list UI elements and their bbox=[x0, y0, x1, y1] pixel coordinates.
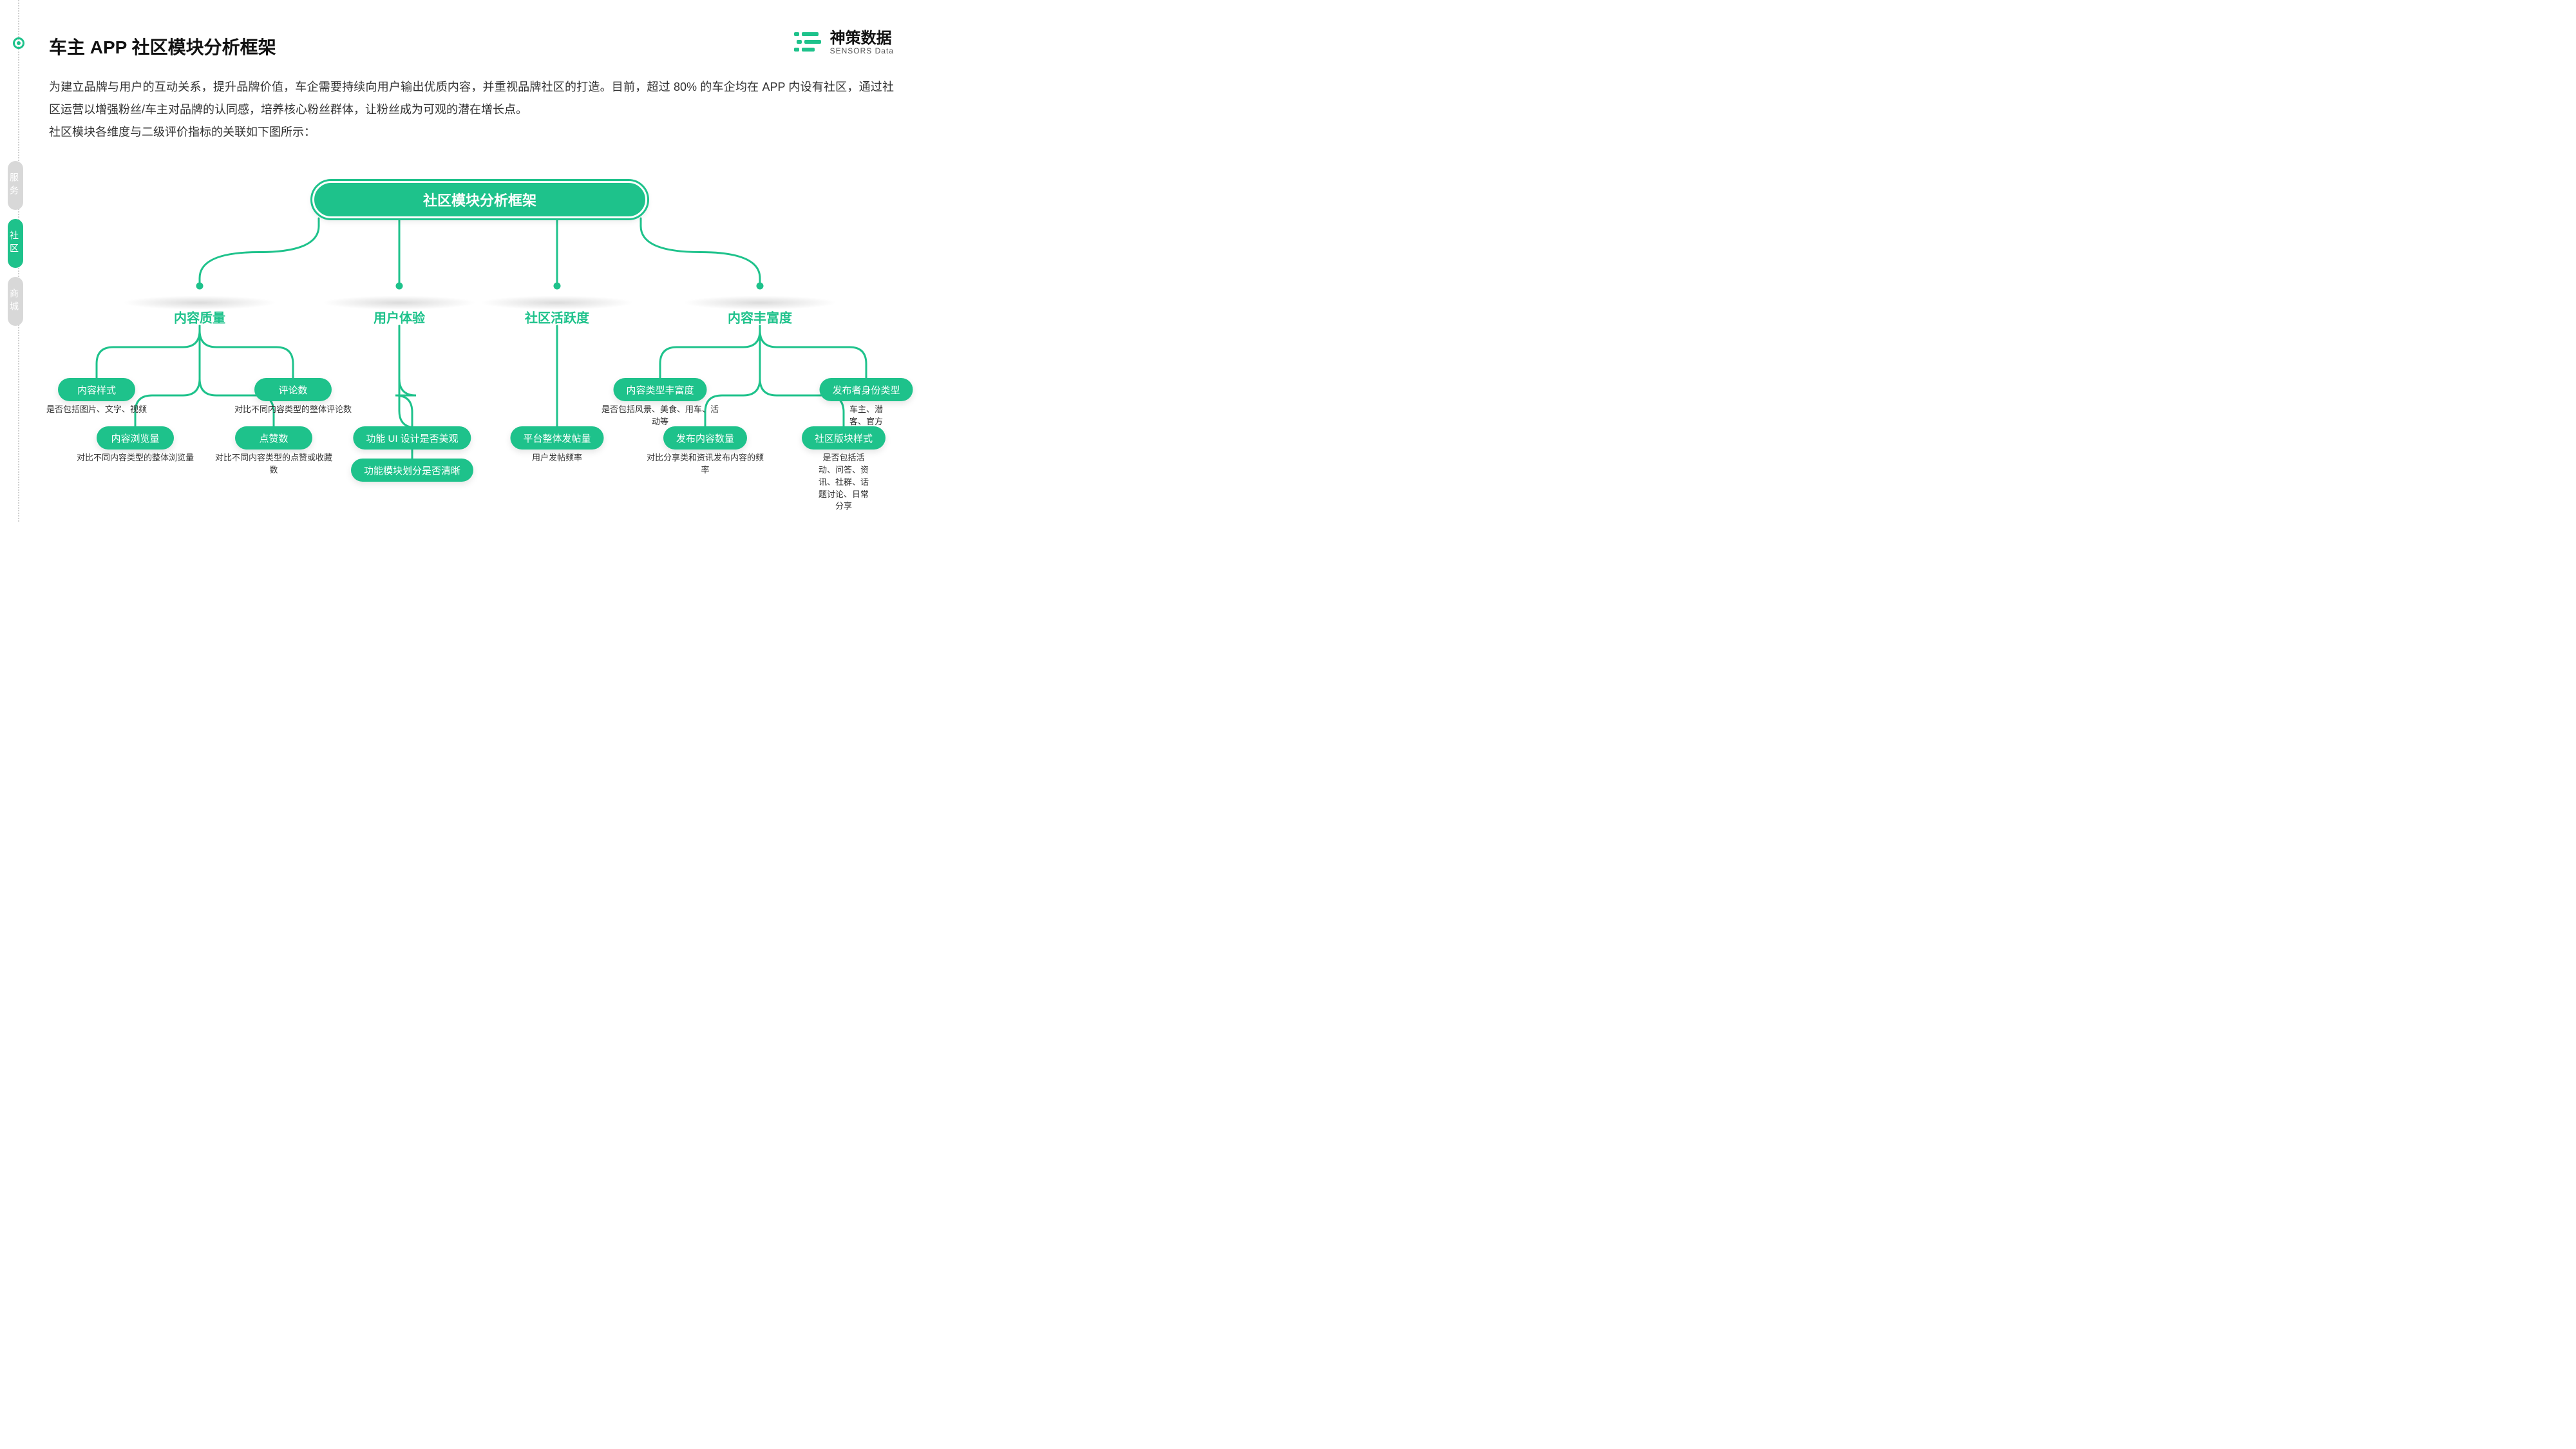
connector-dot bbox=[396, 283, 403, 290]
title-bullet-icon bbox=[13, 37, 24, 49]
leaf-desc: 用户发帖频率 bbox=[532, 452, 582, 464]
category-ux: 用户体验 bbox=[348, 308, 451, 327]
leaf-node: 评论数 bbox=[254, 378, 332, 401]
side-tabs: 服务 社区 商城 bbox=[8, 161, 23, 326]
leaf-desc: 是否包括活动、问答、资讯、社群、话题讨论、日常分享 bbox=[815, 452, 873, 513]
connector-dot bbox=[554, 283, 561, 290]
connector-dot bbox=[757, 283, 764, 290]
tree-diagram: 社区模块分析框架内容质量 用户体验 社区活跃度 内容丰富度内容样式是否包括图片、文字、… bbox=[39, 167, 902, 509]
leaf-desc: 对比不同内容类型的整体评论数 bbox=[234, 404, 352, 416]
category-richness: 内容丰富度 bbox=[702, 308, 818, 327]
leaf-node: 功能模块划分是否清晰 bbox=[351, 459, 473, 482]
intro-line-1: 为建立品牌与用户的互动关系，提升品牌价值，车企需要持续向用户输出优质内容，并重视… bbox=[49, 80, 894, 116]
leaf-node: 平台整体发帖量 bbox=[510, 426, 603, 450]
side-tab-community[interactable]: 社区 bbox=[8, 219, 23, 268]
intro-line-2: 社区模块各维度与二级评价指标的关联如下图所示： bbox=[49, 126, 316, 138]
brand-logo: 神策数据 SENSORS Data bbox=[794, 31, 894, 55]
leaf-node: 内容类型丰富度 bbox=[613, 378, 706, 401]
tree-root: 社区模块分析框架 bbox=[312, 181, 647, 218]
leaf-desc: 是否包括风景、美食、用车、活动等 bbox=[599, 404, 721, 428]
intro-paragraph: 为建立品牌与用户的互动关系，提升品牌价值，车企需要持续向用户输出优质内容，并重视… bbox=[49, 76, 894, 144]
leaf-node: 发布者身份类型 bbox=[819, 378, 913, 401]
brand-mark-icon bbox=[794, 31, 821, 55]
leaf-desc: 是否包括图片、文字、视频 bbox=[46, 404, 147, 416]
brand-sub: SENSORS Data bbox=[830, 46, 894, 55]
leaf-node: 内容浏览量 bbox=[97, 426, 174, 450]
side-tab-mall[interactable]: 商城 bbox=[8, 277, 23, 326]
side-tab-service[interactable]: 服务 bbox=[8, 161, 23, 210]
leaf-node: 内容样式 bbox=[58, 378, 135, 401]
leaf-desc: 对比不同内容类型的点赞或收藏数 bbox=[213, 452, 335, 477]
brand-name: 神策数据 bbox=[830, 31, 894, 46]
leaf-desc: 对比不同内容类型的整体浏览量 bbox=[77, 452, 194, 464]
leaf-node: 点赞数 bbox=[235, 426, 312, 450]
leaf-node: 功能 UI 设计是否美观 bbox=[353, 426, 471, 450]
leaf-node: 发布内容数量 bbox=[663, 426, 747, 450]
connector-dot bbox=[196, 283, 204, 290]
category-quality: 内容质量 bbox=[148, 308, 251, 327]
leaf-node: 社区版块样式 bbox=[802, 426, 886, 450]
page-title: 车主 APP 社区模块分析框架 bbox=[49, 33, 276, 59]
category-activity: 社区活跃度 bbox=[499, 308, 615, 327]
leaf-desc: 对比分享类和资讯发布内容的频率 bbox=[644, 452, 766, 477]
